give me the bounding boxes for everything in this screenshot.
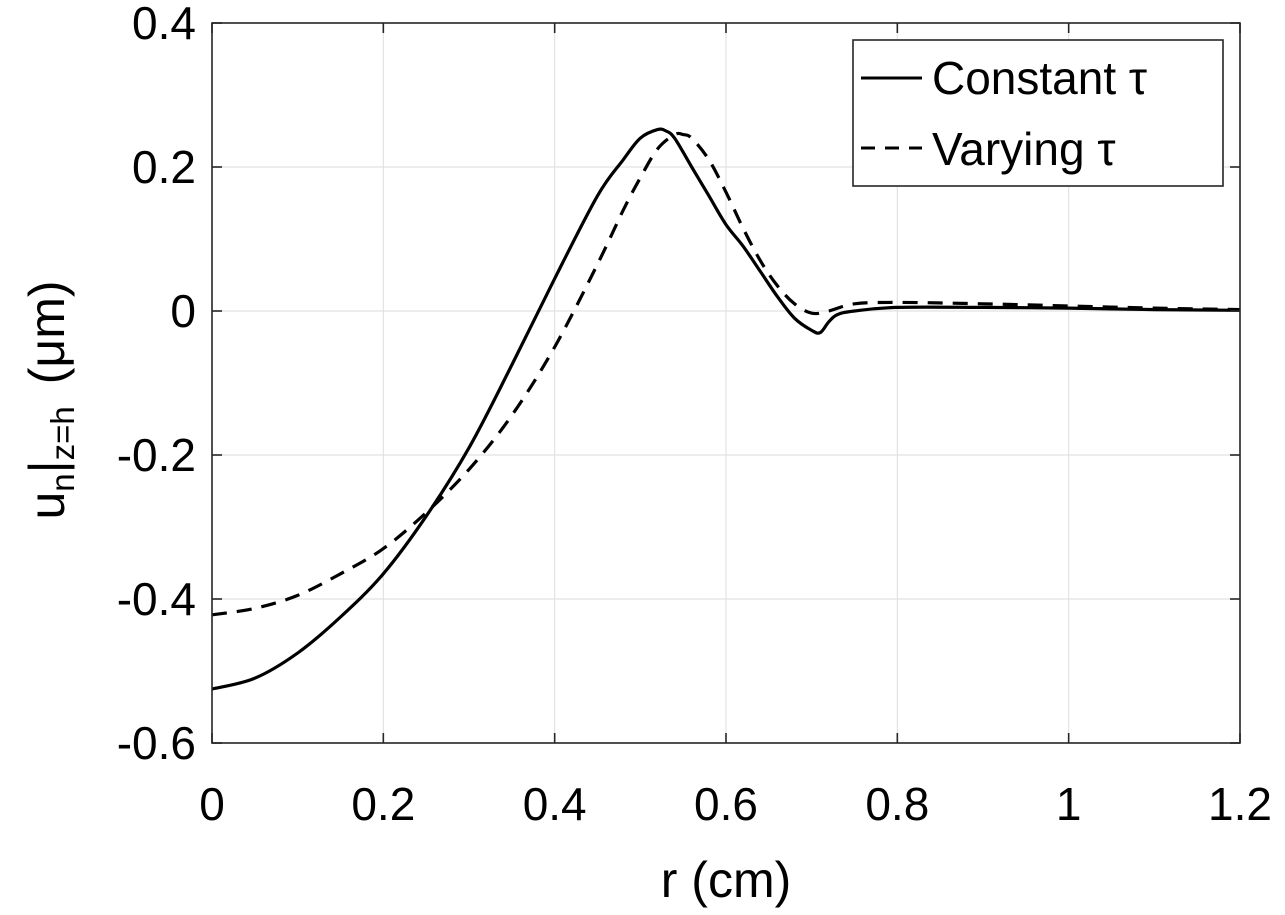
legend-box	[852, 39, 1224, 187]
y-tick-label: 0	[170, 285, 196, 337]
y-tick-label: -0.6	[117, 717, 196, 769]
legend: Constant τ Varying τ	[852, 39, 1224, 187]
y-axis-label: un|z=h (μm)	[19, 280, 81, 519]
y-label-sub-z: z=h	[44, 406, 81, 460]
x-tick-label: 0.6	[694, 778, 758, 830]
series-group	[211, 127, 1241, 691]
axis-ticks	[211, 22, 1241, 744]
y-tick-label: -0.4	[117, 573, 196, 625]
svg-text:un|z=h(μm): un|z=h (μm)	[19, 280, 81, 519]
tick-labels: 0 0.2 0.4 0.6 0.8 1 1.2 -0.6 -0.4 -0.2 0 0.2 0.4	[117, 0, 1272, 830]
legend-label-constant: Constant τ	[932, 52, 1147, 104]
legend-label-varying: Varying τ	[932, 123, 1116, 175]
x-axis-label: r (cm)	[661, 852, 792, 908]
series-line-constant-tau	[211, 127, 1241, 691]
x-tick-label: 0.8	[865, 778, 929, 830]
y-tick-label: -0.2	[117, 429, 196, 481]
y-label-sub-n: n	[44, 473, 81, 491]
x-tick-label: 0.4	[523, 778, 587, 830]
x-tick-label: 0.2	[351, 778, 415, 830]
y-label-units: (μm)	[19, 280, 75, 384]
x-tick-label: 0	[199, 778, 225, 830]
y-label-main: u	[19, 492, 75, 520]
y-tick-label: 0.4	[132, 0, 196, 49]
x-tick-label: 1.2	[1208, 778, 1272, 830]
y-label-bar: |	[19, 460, 75, 473]
y-tick-label: 0.2	[132, 141, 196, 193]
series-line-varying-tau	[211, 131, 1241, 617]
x-tick-label: 1	[1056, 778, 1082, 830]
